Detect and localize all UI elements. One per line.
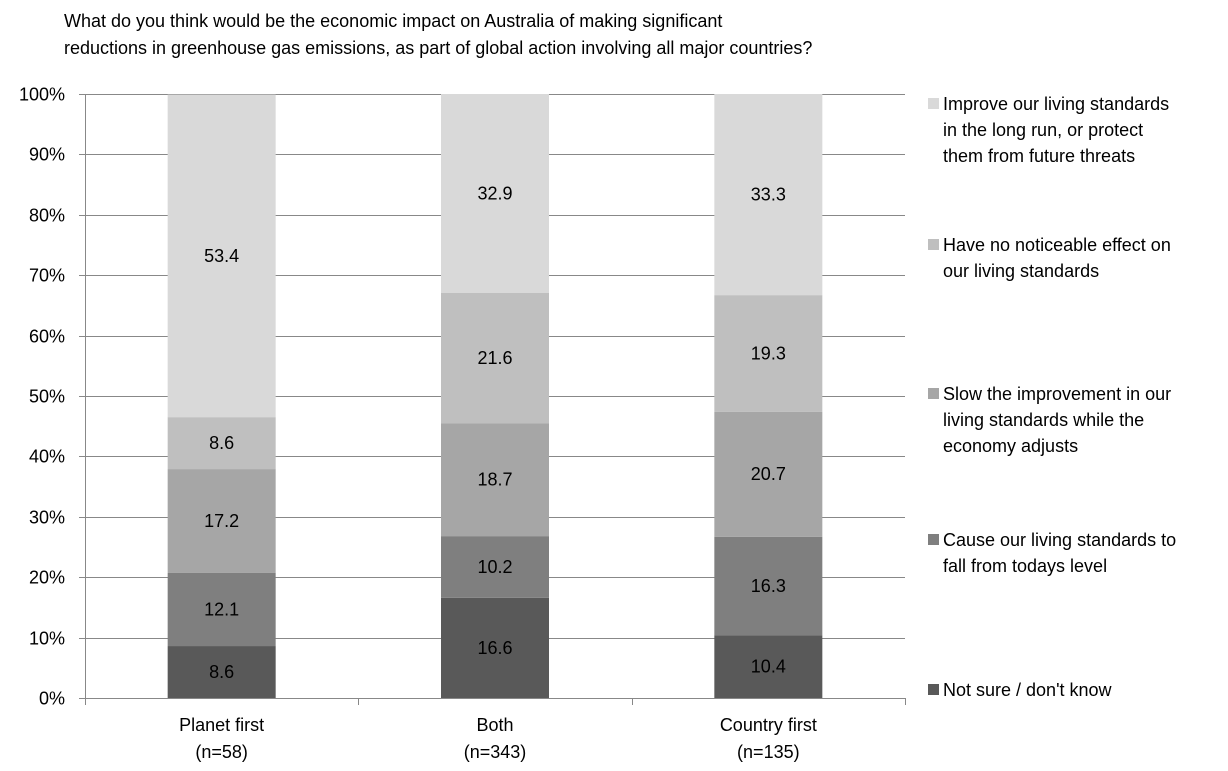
bar-segment — [441, 597, 549, 698]
y-tick-label: 50% — [29, 387, 65, 407]
x-tick-label: Planet first — [179, 715, 264, 735]
y-tick-label: 70% — [29, 266, 65, 286]
data-label: 10.2 — [477, 557, 512, 577]
data-label: 8.6 — [209, 433, 234, 453]
legend-item: Slow the improvement in our living standa… — [928, 381, 1223, 459]
bar-segment — [714, 94, 823, 296]
chart-legend: Improve our living standards in the long … — [928, 0, 1228, 771]
bar-segment — [441, 292, 549, 424]
bar-segment — [167, 572, 276, 647]
legend-swatch — [928, 239, 939, 250]
bar-segment — [714, 635, 823, 698]
x-tick-label: (n=135) — [737, 742, 800, 762]
bar-segment — [714, 536, 823, 636]
x-tick-label: (n=343) — [464, 742, 527, 762]
data-label: 12.1 — [204, 600, 239, 620]
data-label: 8.6 — [209, 662, 234, 682]
data-label: 18.7 — [477, 470, 512, 490]
data-label: 17.2 — [204, 511, 239, 531]
legend-label: Not sure / don't know — [943, 680, 1112, 700]
y-tick-label: 40% — [29, 447, 65, 467]
x-tick-label: Both — [476, 715, 513, 735]
legend-item: Cause our living standards to fall from t… — [928, 527, 1223, 579]
chart-title: What do you think would be the economic … — [64, 8, 1064, 62]
data-label: 21.6 — [477, 348, 512, 368]
data-label: 19.3 — [751, 343, 786, 363]
y-tick-label: 0% — [39, 689, 65, 709]
chart-title-line-1: What do you think would be the economic … — [64, 11, 723, 31]
data-label: 16.3 — [751, 576, 786, 596]
bar-segment — [714, 295, 823, 412]
bar-segment — [441, 94, 549, 293]
data-label: 53.4 — [204, 246, 239, 266]
legend-item: Not sure / don't know — [928, 677, 1223, 703]
stacked-bar-chart: 0% 10% 20% 30% 40% 50% 60% 70% 80% 90% 100% 8.6 12.1… — [19, 85, 906, 762]
legend-label: in the long run, or protect — [943, 120, 1144, 140]
y-tick-label: 20% — [29, 568, 65, 588]
legend-label: living standards while the — [943, 410, 1145, 430]
legend-label: Improve our living standards — [943, 94, 1170, 114]
y-tick-label: 10% — [29, 629, 65, 649]
legend-swatch — [928, 684, 939, 695]
x-tick-label: Country first — [720, 715, 817, 735]
y-tick-label: 60% — [29, 327, 65, 347]
bar-segment — [714, 411, 823, 537]
legend-label: economy adjusts — [943, 436, 1079, 456]
data-label: 16.6 — [477, 638, 512, 658]
bar-segment — [441, 536, 549, 598]
legend-item: Improve our living standards in the long … — [928, 91, 1223, 169]
legend-swatch — [928, 534, 939, 545]
data-label: 10.4 — [751, 657, 786, 677]
legend-label: fall from todays level — [943, 556, 1108, 576]
legend-swatch — [928, 388, 939, 399]
legend-label: Cause our living standards to — [943, 530, 1177, 550]
legend-label: them from future threats — [943, 146, 1136, 166]
bar-segment — [167, 646, 276, 698]
y-tick-label: 90% — [29, 145, 65, 165]
x-tick-label: (n=58) — [195, 742, 248, 762]
data-label: 32.9 — [477, 183, 512, 203]
legend-label: our living standards — [943, 261, 1100, 281]
y-tick-label: 100% — [19, 85, 65, 105]
bar-segment — [441, 423, 549, 537]
legend-label: Slow the improvement in our — [943, 384, 1172, 404]
bar-segment — [167, 469, 276, 573]
data-label: 33.3 — [751, 185, 786, 205]
legend-label: Have no noticeable effect on — [943, 235, 1171, 255]
chart-title-line-2: reductions in greenhouse gas emissions, … — [64, 38, 813, 58]
legend-item: Have no noticeable effect on our living s… — [928, 232, 1223, 284]
y-tick-label: 80% — [29, 206, 65, 226]
data-label: 20.7 — [751, 464, 786, 484]
bar-segment — [167, 417, 276, 470]
y-tick-label: 30% — [29, 508, 65, 528]
bar-segment — [167, 94, 276, 418]
legend-swatch — [928, 98, 939, 109]
